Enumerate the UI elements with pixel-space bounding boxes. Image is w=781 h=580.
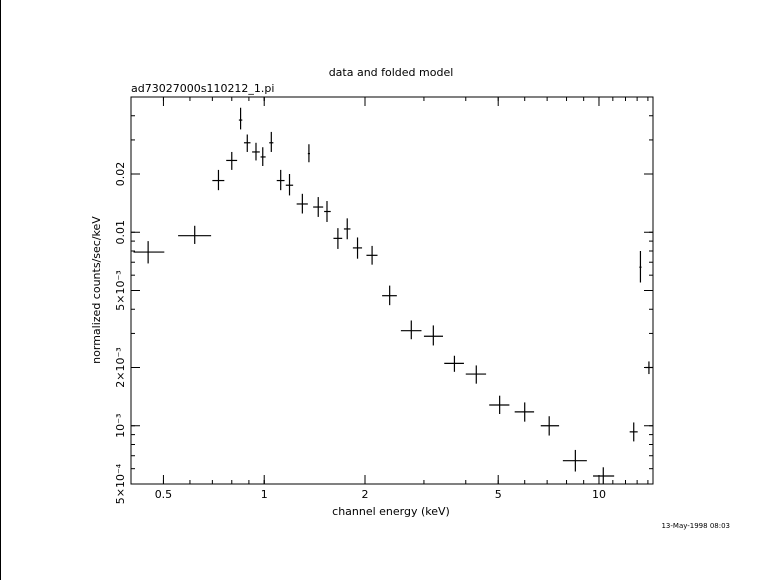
data-point (243, 134, 251, 152)
data-point (639, 251, 642, 283)
y-axis-label: normalized counts/sec/keV (90, 216, 103, 364)
x-tick-label: 10 (592, 488, 606, 501)
data-point (382, 285, 397, 306)
data-point (324, 201, 331, 222)
y-tick-label: 5×10⁻⁴ (114, 463, 127, 504)
data-point (333, 228, 343, 249)
data-point (562, 449, 587, 472)
data-point (629, 422, 638, 442)
chart-title: data and folded model (329, 66, 454, 79)
x-tick-label: 0.5 (155, 488, 173, 501)
chart-subtitle: ad73027000s110212_1.pi (131, 82, 274, 95)
data-point (593, 467, 615, 484)
data-point (178, 225, 212, 244)
y-tick-label: 0.02 (114, 162, 127, 187)
data-point (133, 241, 165, 264)
data-point (343, 218, 351, 240)
data-point (540, 416, 560, 436)
timestamp: 13-May-1998 08:03 (661, 522, 730, 530)
x-tick-label: 2 (361, 488, 368, 501)
data-point (444, 355, 464, 372)
data-point (296, 193, 308, 214)
x-axis-ticks: 0.5 1 2 5 10 (130, 97, 649, 501)
data-point (276, 169, 285, 191)
data-point (307, 144, 310, 163)
data-point (514, 402, 535, 422)
y-tick-label: 10⁻³ (114, 414, 127, 438)
y-tick-label: 2×10⁻³ (114, 347, 127, 387)
data-point (645, 361, 653, 375)
data-point (226, 151, 238, 170)
y-tick-label: 5×10⁻³ (114, 270, 127, 310)
data-point (465, 365, 487, 384)
data-point (366, 245, 378, 265)
data-point (400, 320, 422, 340)
data-point (285, 174, 294, 196)
data-point (238, 107, 243, 130)
y-tick-label: 0.01 (114, 220, 127, 245)
data-point (212, 169, 225, 191)
y-axis-ticks: 5×10⁻⁴ 10⁻³ 2×10⁻³ 5×10⁻³ 0.01 0.02 (114, 96, 653, 504)
data-point (352, 237, 363, 259)
x-tick-label: 1 (261, 488, 268, 501)
data-point (313, 197, 324, 217)
x-axis-label: channel energy (keV) (332, 505, 450, 518)
data-point (252, 142, 260, 161)
data-points (133, 107, 653, 484)
data-point (260, 147, 266, 166)
x-tick-label: 5 (495, 488, 502, 501)
data-point (423, 325, 443, 346)
plot-frame (130, 96, 654, 485)
window-left-border (0, 0, 1, 580)
data-point (489, 395, 510, 415)
data-point (269, 131, 274, 152)
